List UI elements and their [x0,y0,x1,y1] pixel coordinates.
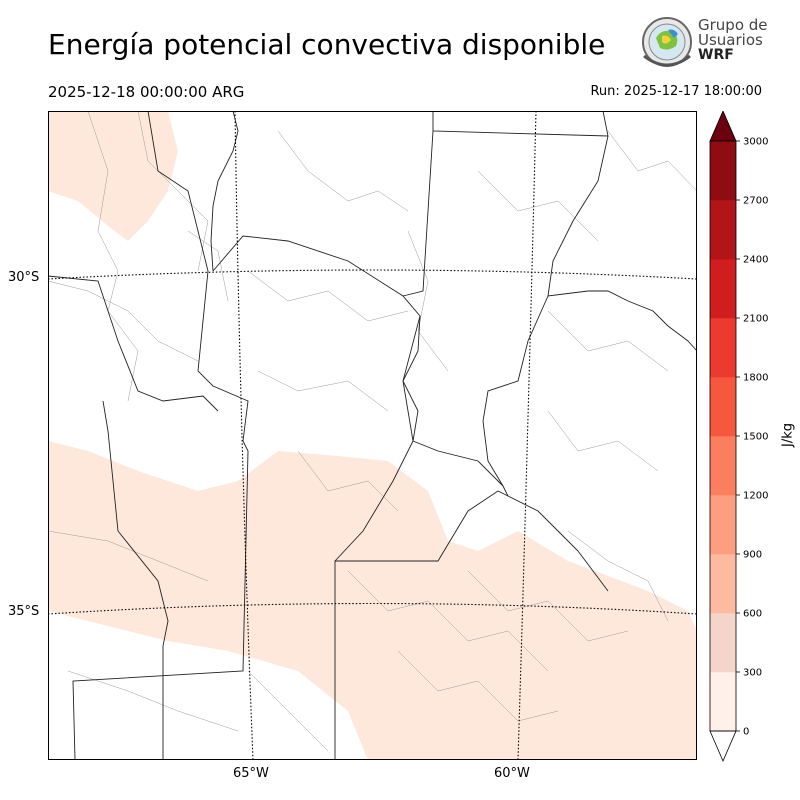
colorbar-segment [710,436,736,496]
lat-label-35s: 35°S [8,604,40,619]
colorbar-segment [710,377,736,437]
colorbar-tick-label: 2100 [743,314,768,325]
colorbar-tick-label: 1500 [743,432,768,443]
map-title: Energía potencial convectiva disponible [48,28,606,61]
colorbar-label: J/kg [781,423,796,448]
run-time: Run: 2025-12-17 18:00:00 [590,84,762,99]
colorbar-segment [710,259,736,319]
map-frame [48,111,697,760]
cape-area-southeast [338,571,697,760]
cape-colorbar: 0 300 600 900 1200 1500 1800 2100 2400 2700 3000 J… [709,111,796,763]
colorbar-tick-label: 600 [743,609,762,620]
cape-field [48,111,697,760]
colorbar-segment [710,141,736,201]
colorbar-tick-label: 1200 [743,491,768,502]
province-boundaries [48,111,697,760]
colorbar-segment [710,200,736,260]
lat-label-30s: 30°S [8,270,40,285]
valid-time: 2025-12-18 00:00:00 ARG [48,83,245,101]
grupo-usuarios-wrf-logo: Grupo de Usuarios WRF [638,16,768,72]
cape-area-patch [98,131,173,216]
graticule [48,111,697,760]
colorbar-tick-label: 2400 [743,255,768,266]
colorbar-segment [710,318,736,378]
colorbar-tick-label: 300 [743,668,762,679]
logo-line-2: Usuarios [698,31,763,49]
colorbar-tick-label: 900 [743,550,762,561]
colorbar-tick-label: 1800 [743,373,768,384]
department-boundaries [48,111,697,752]
colorbar-over-extension [709,111,737,142]
colorbar-segment [710,672,736,732]
colorbar-under-extension [709,730,737,763]
lon-label-60w: 60°W [494,766,530,781]
colorbar-tick-label: 3000 [743,137,768,148]
logo-line-3: WRF [698,47,734,63]
globe-logo-icon [642,17,692,67]
logo-line-1: Grupo de [698,16,768,34]
colorbar-segment [710,495,736,555]
colorbar-segment [710,613,736,673]
lon-label-65w: 65°W [233,766,269,781]
colorbar-segment [710,554,736,614]
cape-map [48,111,697,760]
colorbar-tick-label: 0 [743,727,749,738]
colorbar-tick-label: 2700 [743,196,768,207]
